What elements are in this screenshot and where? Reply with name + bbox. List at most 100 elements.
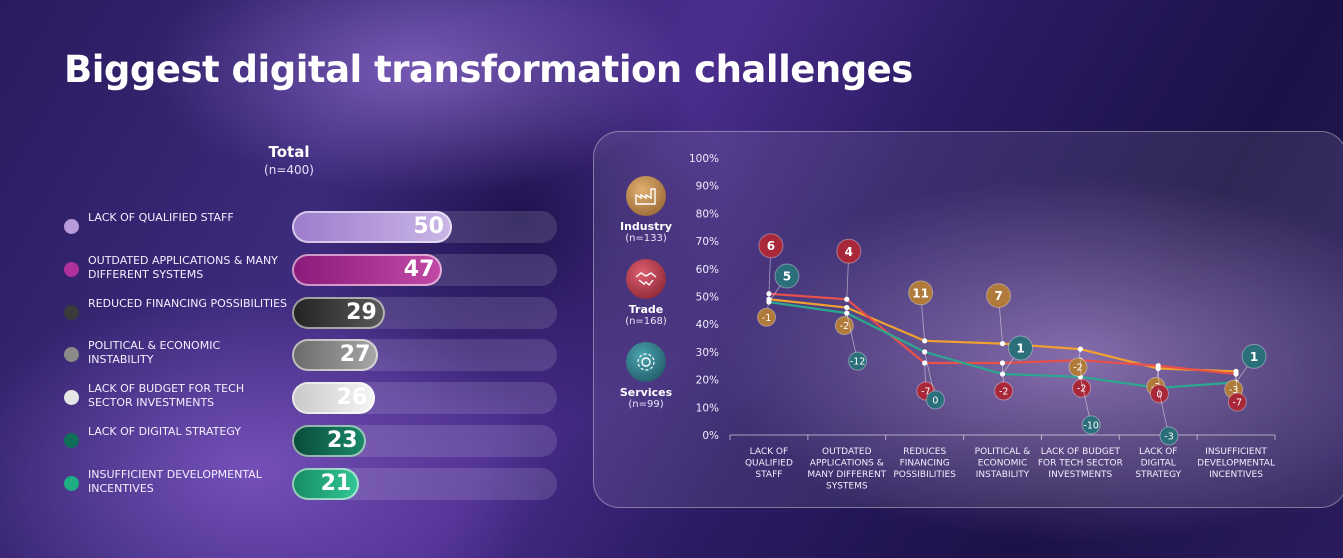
bar-row: POLITICAL & ECONOMIC INSTABILITY 27 <box>0 339 560 372</box>
bar-label: LACK OF QUALIFIED STAFF <box>88 211 234 224</box>
delta-label: -3 <box>1229 385 1238 396</box>
delta-label: -2 <box>840 321 849 332</box>
x-tick-label: APPLICATIONS & <box>810 459 884 469</box>
bar <box>292 339 379 372</box>
page-title: Biggest digital transformation challenge… <box>64 48 913 91</box>
total-header: Total (n=400) <box>258 143 320 177</box>
bar-label: INSUFFICIENT DEVELOPMENTAL INCENTIVES <box>88 467 262 495</box>
series-point <box>922 338 928 344</box>
bar-row: LACK OF QUALIFIED STAFF 50 <box>0 211 560 243</box>
legend-dot <box>64 219 79 234</box>
x-tick-label: QUALIFIED <box>745 459 793 469</box>
bar-value-label: 47 <box>403 256 435 282</box>
delta-label: -7 <box>921 386 930 397</box>
legend-dot <box>64 433 79 448</box>
delta-bubble <box>986 283 1011 309</box>
x-tick-label: OUTDATED <box>822 447 872 457</box>
bar-row: INSUFFICIENT DEVELOPMENTAL INCENTIVES 21 <box>0 467 560 500</box>
delta-label: 11 <box>912 286 929 300</box>
delta-bubble <box>758 233 784 259</box>
delta-label: 0 <box>932 395 938 406</box>
total-label: Total <box>268 143 310 161</box>
delta-bubble <box>1008 335 1033 361</box>
bar-row: LACK OF BUDGET FOR TECH SECTOR INVESTMEN… <box>0 382 560 415</box>
x-tick-label: REDUCES <box>903 447 946 457</box>
x-tick-label: DEVELOPMENTAL <box>1197 459 1275 469</box>
legend-dot <box>64 347 79 363</box>
bar <box>292 211 452 243</box>
delta-bubble <box>908 280 934 306</box>
x-tick-label: DIGITAL <box>1141 459 1176 469</box>
y-tick-label: 90% <box>696 181 719 193</box>
delta-label: -2 <box>1077 384 1086 395</box>
y-tick-label: 0% <box>702 430 719 442</box>
delta-bubble <box>1241 343 1267 369</box>
bar-value-label: 29 <box>346 299 377 325</box>
x-tick-label: SYSTEMS <box>826 482 868 492</box>
sector-industry-name: Industry <box>619 220 673 233</box>
x-tick-label: INSUFFICIENT <box>1205 447 1267 457</box>
delta-bubble <box>1159 426 1179 446</box>
bar-row: REDUCED FINANCING POSSIBILITIES 29 <box>0 296 560 329</box>
sector-industry-n: (n=133) <box>625 233 667 244</box>
bar-value-label: 23 <box>326 428 358 453</box>
y-tick-label: 40% <box>696 319 719 331</box>
y-tick-label: 70% <box>696 236 719 248</box>
sector-industry: Industry (n=133) <box>611 176 681 244</box>
handshake-icon <box>626 259 666 299</box>
delta-bubble <box>925 390 945 410</box>
x-tick-label: FOR TECH SECTOR <box>1038 459 1123 469</box>
gear-icon <box>626 342 666 382</box>
bar-value-label: 50 <box>413 214 444 239</box>
sector-services-name: Services <box>619 386 673 399</box>
delta-label: 1 <box>1016 342 1024 356</box>
bar-value-label: 27 <box>339 342 371 368</box>
legend-dot <box>64 261 79 277</box>
sector-trade-n: (n=168) <box>625 316 667 327</box>
series-point <box>844 304 850 311</box>
y-tick-label: 80% <box>696 208 719 220</box>
bar-row: LACK OF DIGITAL STRATEGY 23 <box>0 425 560 457</box>
x-tick-label: LACK OF <box>1139 447 1178 457</box>
x-tick-label: STRATEGY <box>1135 470 1181 480</box>
x-tick-label: INCENTIVES <box>1209 470 1263 480</box>
x-tick-label: INVESTMENTS <box>1048 470 1112 480</box>
x-tick-label: LACK OF BUDGET <box>1041 447 1121 457</box>
delta-label: -10 <box>1083 420 1099 431</box>
bar-label: REDUCED FINANCING POSSIBILITIES <box>88 296 287 310</box>
factory-icon <box>626 176 666 216</box>
bar-value-label: 21 <box>320 470 352 496</box>
x-tick-label: LACK OF <box>750 447 789 457</box>
delta-label: 5 <box>783 270 791 284</box>
x-tick-label: POSSIBILITIES <box>893 470 956 480</box>
x-tick-label: POLITICAL & <box>975 447 1031 457</box>
delta-bubble <box>1227 392 1247 412</box>
delta-label: 7 <box>994 289 1002 303</box>
delta-bubble <box>1068 357 1088 377</box>
delta-label: -1 <box>762 313 771 324</box>
bar-label: LACK OF DIGITAL STRATEGY <box>88 425 242 438</box>
legend-dot <box>64 390 79 406</box>
bar <box>292 425 366 457</box>
delta-label: 4 <box>845 245 853 259</box>
y-tick-label: 100% <box>689 153 719 165</box>
y-tick-label: 50% <box>696 292 719 304</box>
sector-services-n: (n=99) <box>628 399 664 410</box>
delta-label: -7 <box>1233 398 1242 409</box>
bar <box>292 296 385 329</box>
bar-label: LACK OF BUDGET FOR TECH SECTOR INVESTMEN… <box>88 382 245 410</box>
x-tick-label: INSTABILITY <box>976 470 1030 480</box>
x-tick-label: FINANCING <box>900 459 950 469</box>
bar-label: OUTDATED APPLICATIONS & MANY DIFFERENT S… <box>88 253 278 281</box>
delta-bubble <box>1072 378 1092 398</box>
x-tick-label: MANY DIFFERENT <box>807 470 886 480</box>
delta-label: 6 <box>767 239 775 253</box>
y-tick-label: 30% <box>696 347 719 359</box>
y-tick-label: 60% <box>696 264 719 276</box>
delta-bubble <box>1081 415 1101 435</box>
bar-row: OUTDATED APPLICATIONS & MANY DIFFERENT S… <box>0 253 560 286</box>
delta-label: -12 <box>850 357 866 368</box>
bar-value-label: 26 <box>336 385 368 411</box>
delta-label: -3 <box>1164 431 1173 442</box>
